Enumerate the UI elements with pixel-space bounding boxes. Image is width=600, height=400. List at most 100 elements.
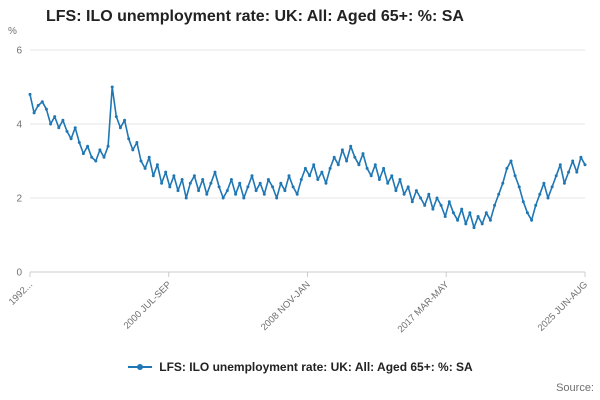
series-point bbox=[201, 178, 205, 181]
series-point bbox=[176, 189, 180, 193]
series-point bbox=[320, 170, 324, 174]
series-point bbox=[213, 170, 217, 174]
series-point bbox=[114, 115, 118, 119]
series-point bbox=[69, 137, 73, 141]
series-point bbox=[464, 222, 468, 226]
series-point bbox=[382, 166, 386, 170]
series-line bbox=[29, 86, 586, 229]
series-point bbox=[521, 200, 525, 204]
series-point bbox=[139, 159, 143, 163]
series-point bbox=[287, 174, 291, 178]
series-unemployment-rate[interactable] bbox=[28, 85, 587, 230]
series-point bbox=[435, 196, 439, 200]
series-point bbox=[567, 170, 571, 174]
series-point bbox=[530, 218, 534, 222]
series-point bbox=[505, 166, 509, 170]
series-point bbox=[106, 144, 110, 148]
series-point bbox=[94, 159, 98, 163]
series-point bbox=[279, 181, 283, 185]
series-point bbox=[525, 211, 529, 215]
series-point bbox=[250, 174, 254, 178]
series-point bbox=[61, 118, 65, 122]
series-point bbox=[579, 155, 583, 159]
series-point bbox=[131, 148, 135, 152]
legend: LFS: ILO unemployment rate: UK: All: Age… bbox=[0, 360, 600, 374]
series-point bbox=[476, 215, 480, 218]
x-tick-label: 2017 MAR-MAY bbox=[396, 279, 452, 335]
series-point bbox=[168, 185, 172, 189]
series-point bbox=[164, 170, 168, 174]
series-point bbox=[90, 155, 94, 159]
series-point bbox=[419, 196, 423, 200]
series-point bbox=[480, 222, 484, 226]
line-chart-plot-area: 0 2 4 6 1992... 2000 JUL-SEP 2008 NOV-JAN 2017 … bbox=[7, 46, 590, 336]
series-point bbox=[390, 174, 394, 178]
series-point bbox=[324, 181, 328, 185]
series-point bbox=[501, 181, 505, 185]
series-point bbox=[365, 166, 369, 170]
y-tick-label: 6 bbox=[16, 46, 22, 57]
series-point bbox=[283, 189, 287, 193]
series-point bbox=[73, 126, 77, 130]
series-point bbox=[468, 211, 472, 215]
series-point bbox=[340, 148, 344, 152]
series-point bbox=[332, 155, 336, 159]
series-point bbox=[151, 174, 155, 178]
series-point bbox=[110, 85, 114, 89]
x-tick-label: 1992... bbox=[7, 279, 35, 307]
series-point bbox=[217, 185, 221, 189]
series-point bbox=[209, 181, 213, 185]
series-point bbox=[345, 159, 349, 163]
series-point bbox=[160, 181, 164, 185]
series-point bbox=[308, 174, 312, 178]
y-tick-label: 2 bbox=[16, 194, 22, 205]
series-point bbox=[431, 207, 435, 211]
series-point bbox=[361, 152, 365, 156]
series-point bbox=[406, 185, 410, 189]
series-point bbox=[65, 129, 69, 133]
series-point bbox=[534, 203, 538, 207]
series-point bbox=[234, 192, 238, 196]
chart-title: LFS: ILO unemployment rate: UK: All: Age… bbox=[46, 8, 464, 25]
series-point bbox=[562, 181, 566, 185]
series-point bbox=[571, 159, 575, 163]
series-point bbox=[221, 196, 225, 200]
series-point bbox=[118, 126, 122, 130]
series-point bbox=[497, 192, 501, 196]
series-point bbox=[258, 181, 262, 185]
series-point bbox=[451, 211, 455, 215]
series-point bbox=[447, 200, 451, 204]
series-point bbox=[546, 196, 550, 200]
series-point bbox=[135, 141, 139, 144]
series-point bbox=[44, 107, 48, 111]
line-series-icon bbox=[128, 364, 153, 370]
series-point bbox=[402, 192, 406, 196]
series-point bbox=[205, 192, 209, 196]
series-point bbox=[155, 163, 159, 167]
series-point bbox=[303, 166, 307, 170]
x-tick-label: 2008 NOV-JAN bbox=[259, 279, 313, 333]
series-point bbox=[238, 181, 242, 185]
series-point bbox=[443, 215, 447, 218]
series-point bbox=[472, 226, 476, 230]
series-point bbox=[517, 185, 521, 189]
series-point bbox=[353, 155, 357, 159]
y-axis-unit-label: % bbox=[8, 26, 17, 37]
series-point bbox=[57, 126, 61, 130]
series-point bbox=[542, 181, 546, 185]
series-point bbox=[28, 92, 32, 96]
series-point bbox=[328, 166, 332, 170]
series-point bbox=[254, 189, 258, 193]
series-point bbox=[229, 178, 233, 181]
series-point bbox=[102, 155, 106, 159]
series-point bbox=[266, 178, 270, 181]
series-point bbox=[394, 189, 398, 193]
series-point bbox=[143, 166, 147, 170]
series-point bbox=[197, 189, 201, 193]
legend-item[interactable]: LFS: ILO unemployment rate: UK: All: Age… bbox=[127, 360, 473, 374]
series-point bbox=[558, 163, 562, 167]
x-axis: 1992... 2000 JUL-SEP 2008 NOV-JAN 2017 MAR-… bbox=[7, 272, 590, 335]
series-point bbox=[40, 100, 44, 104]
series-point bbox=[242, 196, 246, 200]
